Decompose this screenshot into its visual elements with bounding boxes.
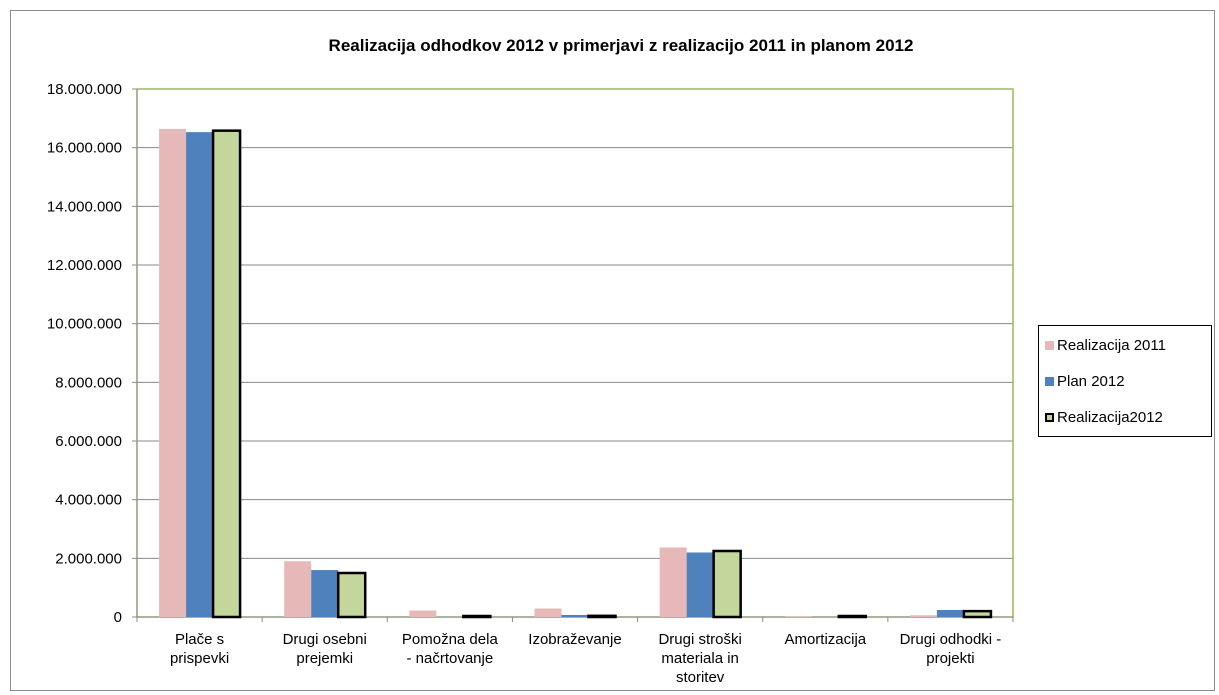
legend-swatch: [1045, 376, 1054, 386]
y-tick-label: 0: [114, 609, 122, 626]
chart-title: Realizacija odhodkov 2012 v primerjavi z…: [329, 36, 914, 55]
legend-item: Plan 2012: [1045, 370, 1125, 392]
y-tick-label: 18.000.000: [47, 81, 122, 98]
bar: [211, 129, 242, 619]
x-tick-label: Pomožna dela - načrtovanje: [402, 631, 499, 667]
bar: [284, 561, 312, 617]
bar: [311, 570, 339, 617]
x-tick-label: Izobraževanje: [528, 631, 621, 648]
bar: [409, 610, 437, 617]
bar: [936, 609, 964, 617]
bar: [784, 616, 812, 617]
bar: [587, 614, 617, 619]
bar: [159, 128, 187, 618]
bar: [909, 615, 937, 617]
x-tick-label: Amortizacija: [784, 631, 866, 648]
legend-item: Realizacija 2011: [1045, 334, 1166, 356]
bar: [837, 614, 868, 619]
legend-item: Realizacija2012: [1045, 406, 1163, 428]
y-tick-label: 2.000.000: [55, 550, 122, 567]
y-tick-label: 10.000.000: [47, 316, 122, 333]
x-tick-label: Drugi odhodki -projekti: [900, 631, 1002, 667]
chart-legend: Realizacija 2011 Plan 2012 Realizacija20…: [1038, 325, 1212, 437]
x-tick-label: Plače s prispevki: [170, 631, 229, 667]
y-tick-label: 6.000.000: [55, 433, 122, 450]
y-tick-label: 16.000.000: [47, 140, 122, 157]
legend-swatch: [1045, 412, 1054, 422]
bar: [336, 571, 367, 619]
bar: [712, 549, 742, 619]
bar: [186, 132, 214, 617]
y-tick-label: 14.000.000: [47, 198, 122, 215]
y-tick-label: 8.000.000: [55, 374, 122, 391]
bar: [462, 614, 492, 619]
bar: [534, 608, 562, 617]
x-tick-label: Drugi stroški materiala in storitev: [658, 631, 741, 686]
legend-swatch: [1045, 340, 1054, 350]
legend-label: Plan 2012: [1057, 372, 1125, 390]
plot-area: [137, 89, 1013, 617]
y-tick-label: 12.000.000: [47, 257, 122, 274]
legend-label: Realizacija 2011: [1057, 336, 1166, 354]
y-tick-label: 4.000.000: [55, 492, 122, 509]
legend-label: Realizacija2012: [1057, 408, 1163, 426]
bar: [962, 609, 993, 619]
x-tick-label: Drugi osebni prejemki: [283, 631, 367, 667]
bar: [659, 547, 687, 617]
bar: [561, 614, 589, 617]
bar: [686, 552, 714, 617]
